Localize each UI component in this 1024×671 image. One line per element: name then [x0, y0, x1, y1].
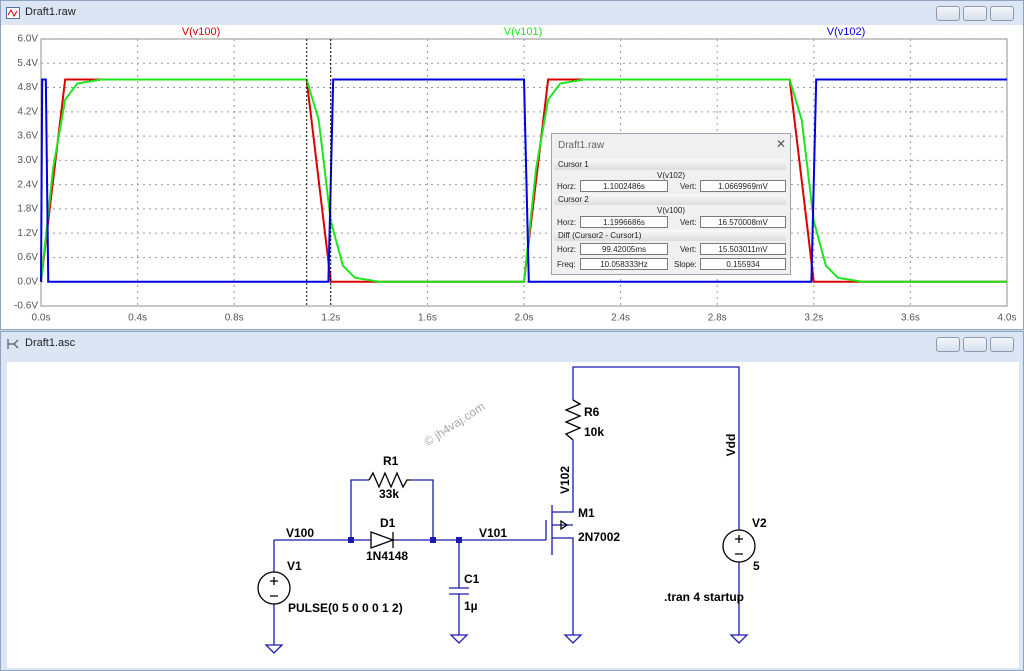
field-label: Horz:: [557, 182, 577, 191]
section-header: Diff (Cursor2 - Cursor1): [554, 230, 786, 241]
waveform: [40, 78, 1007, 283]
x-tick-label: 0.0s: [32, 313, 51, 324]
field-value: 10.058333Hz: [580, 258, 668, 270]
component-value: 2N7002: [578, 530, 620, 544]
trace-name: V(v100): [656, 206, 685, 215]
net-label: V100: [286, 526, 314, 540]
x-tick-label: 3.2s: [804, 313, 823, 324]
component-ref: V1: [287, 559, 302, 573]
component-ref: R6: [584, 405, 600, 419]
y-tick-label: -0.6V: [14, 301, 38, 312]
field-label: Horz:: [557, 245, 577, 254]
field-value: 1.1996686s: [580, 216, 668, 228]
y-tick-label: 4.2V: [17, 106, 38, 117]
schematic-window: Draft1.asc © jh4vaj.co: [0, 331, 1024, 671]
field-label: Vert:: [680, 245, 697, 254]
title-bar: Draft1.asc: [1, 332, 1023, 356]
component-ref: R1: [383, 454, 399, 468]
window-title: Draft1.raw: [25, 6, 76, 18]
field-value: 15.503011mV: [700, 243, 786, 255]
y-tick-label: 2.4V: [17, 179, 38, 190]
y-tick-label: 6.0V: [17, 34, 38, 45]
field-value: 16.570008mV: [700, 216, 786, 228]
component-ref: C1: [464, 572, 480, 586]
restore-button[interactable]: [963, 337, 987, 352]
net-label: V101: [479, 526, 507, 540]
y-tick-label: 4.8V: [17, 82, 38, 93]
x-tick-label: 2.8s: [708, 313, 727, 324]
dialog-close[interactable]: ✕: [776, 137, 787, 151]
x-tick-label: 3.6s: [901, 313, 920, 324]
dialog-title: Draft1.raw: [558, 140, 605, 151]
y-tick-label: 1.2V: [17, 228, 38, 239]
field-label: Vert:: [680, 218, 697, 227]
field-label: Vert:: [680, 182, 697, 191]
waveform: [40, 78, 1007, 283]
x-tick-label: 0.4s: [128, 313, 147, 324]
legend-entry: V(v102): [827, 26, 866, 38]
field-label: Horz:: [557, 218, 577, 227]
component-value: 1N4148: [366, 549, 408, 563]
waveform-plot: -0.6V 0.0V 0.6V 1.2V 1.8V 2.4V 3.0V 3.6V 4.2V 4.8…: [1, 25, 1023, 329]
component-value: 10k: [584, 425, 604, 439]
app-icon: [6, 7, 20, 19]
window-title: Draft1.asc: [25, 337, 76, 349]
section-header: Cursor 2: [554, 194, 786, 205]
net-label: V102: [558, 466, 572, 494]
net-label: Vdd: [724, 434, 738, 457]
field-label: Slope:: [674, 260, 697, 269]
y-tick-label: 3.0V: [17, 155, 38, 166]
field-value: 1.1002486s: [580, 180, 668, 192]
restore-button[interactable]: [963, 6, 987, 21]
minimize-button[interactable]: [936, 337, 960, 352]
legend-entry: V(v101): [504, 26, 543, 38]
component-value: 1µ: [464, 599, 478, 613]
schematic: © jh4vaj.com V100 V101 V102 Vdd R1 33k D…: [7, 362, 1019, 668]
minimize-button[interactable]: [936, 6, 960, 21]
close-button[interactable]: [990, 6, 1014, 21]
x-tick-label: 1.6s: [418, 313, 437, 324]
component-symbols: [257, 399, 756, 605]
close-button[interactable]: [990, 337, 1014, 352]
app-icon: [7, 339, 19, 349]
section-header: Cursor 1: [554, 159, 786, 170]
junctions: [348, 537, 462, 543]
waveform-window: Draft1.raw -0.6V 0.0V 0.6V 1.2V 1.8V 2.4V 3.0V…: [0, 0, 1024, 330]
x-tick-label: 0.8s: [225, 313, 244, 324]
title-bar: Draft1.raw: [1, 1, 1023, 25]
component-ref: D1: [380, 516, 396, 530]
watermark: © jh4vaj.com: [422, 399, 488, 449]
field-value: 0.155934: [700, 258, 786, 270]
component-ref: M1: [578, 506, 595, 520]
legend-entry: V(v100): [182, 26, 221, 38]
y-tick-label: 1.8V: [17, 204, 38, 215]
spice-directive: .tran 4 startup: [664, 590, 744, 604]
field-value: 1.0669969mV: [700, 180, 786, 192]
field-label: Freq:: [557, 260, 576, 269]
cursor-dialog: Draft1.raw ✕ Cursor 1 V(v102) Horz: 1.10…: [551, 133, 791, 275]
x-tick-label: 1.2s: [321, 313, 340, 324]
y-tick-label: 0.6V: [17, 252, 38, 263]
component-ref: V2: [752, 516, 767, 530]
y-tick-label: 3.6V: [17, 131, 38, 142]
x-tick-label: 2.0s: [515, 313, 534, 324]
component-value: 33k: [379, 487, 399, 501]
x-tick-label: 4.0s: [998, 313, 1017, 324]
x-tick-label: 2.4s: [611, 313, 630, 324]
trace-name: V(v102): [656, 171, 685, 180]
component-value: PULSE(0 5 0 0 0 1 2): [288, 601, 403, 615]
component-value: 5: [753, 559, 760, 573]
y-tick-label: 5.4V: [17, 58, 38, 69]
wires: [264, 366, 749, 654]
y-tick-label: 0.0V: [17, 276, 38, 287]
field-value: 99.42005ms: [580, 243, 668, 255]
